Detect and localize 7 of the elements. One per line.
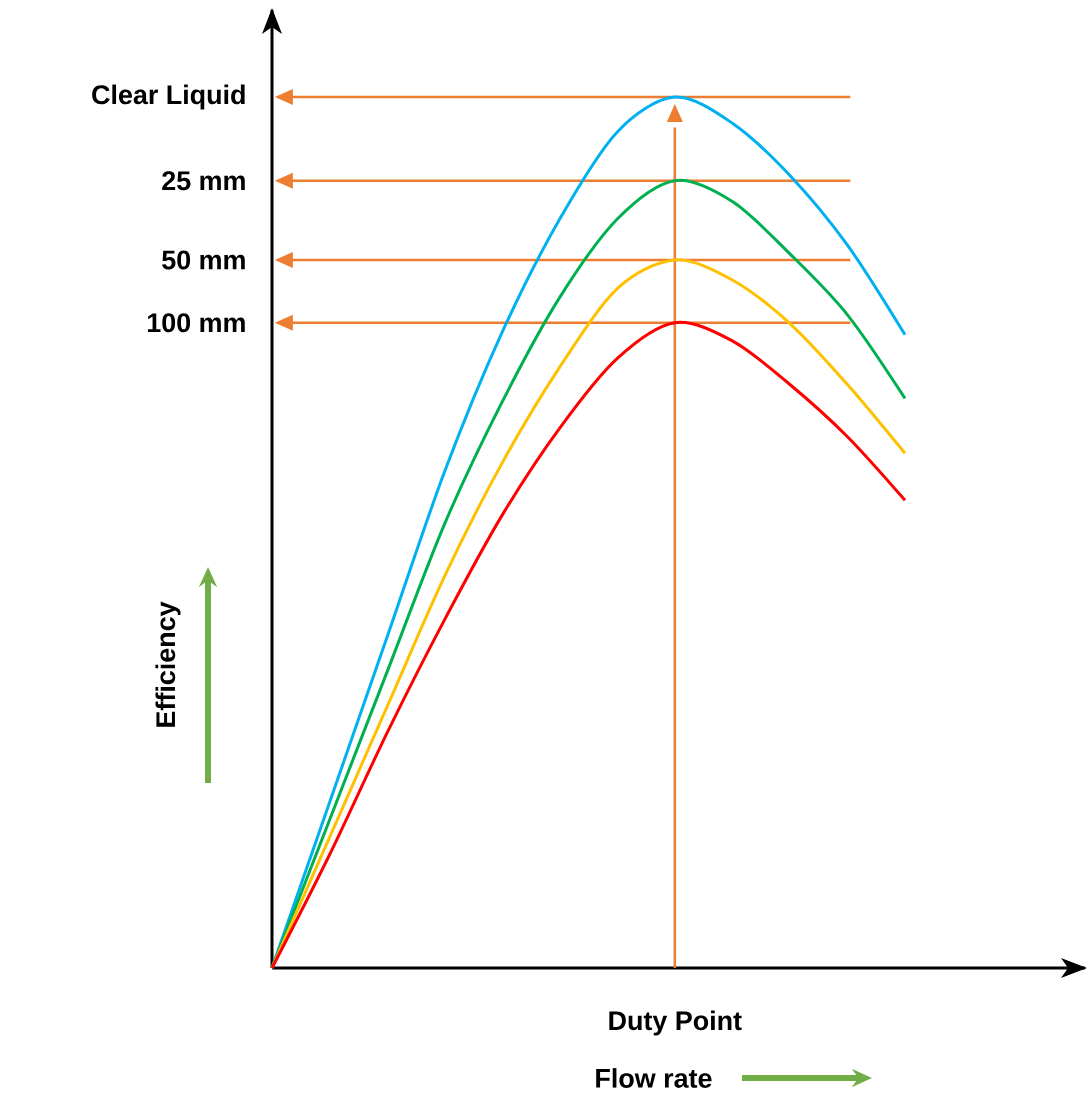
ref-line-label: Clear Liquid bbox=[92, 84, 245, 110]
ref-line-label: 100 mm bbox=[147, 313, 245, 333]
ref-line-label: 50 mm bbox=[162, 250, 245, 270]
x-axis-title: Flow rate bbox=[596, 1068, 712, 1088]
text: Duty Point bbox=[609, 1010, 742, 1036]
ref-line-label: 25 mm bbox=[162, 171, 245, 191]
y-axis-title: Efficiency bbox=[155, 601, 181, 727]
